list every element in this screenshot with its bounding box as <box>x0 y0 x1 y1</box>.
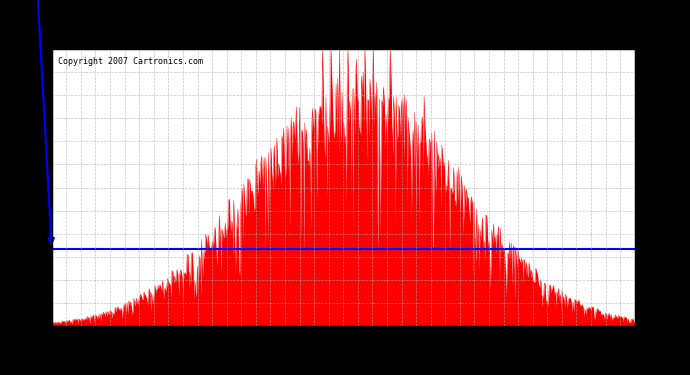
Text: Solar Radiation (red) & Day Average (blue) per Minute W/m2 Fri Mar 16 18:51: Solar Radiation (red) & Day Average (blu… <box>31 15 659 30</box>
Text: 268.99: 268.99 <box>635 244 673 254</box>
Text: Copyright 2007 Cartronics.com: Copyright 2007 Cartronics.com <box>57 57 203 66</box>
